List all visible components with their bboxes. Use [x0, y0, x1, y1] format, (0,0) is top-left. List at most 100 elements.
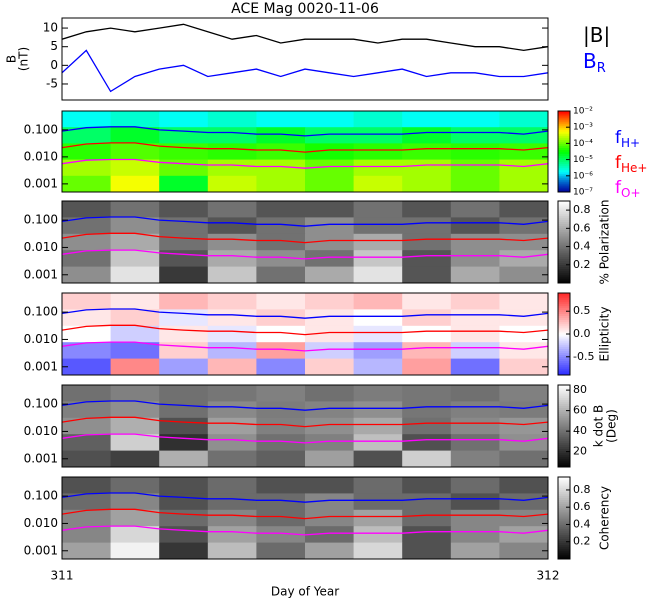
heatmap-cell: [256, 111, 306, 128]
heatmap-cell: [450, 542, 500, 560]
colorbar-step: [558, 515, 570, 519]
heatmap-cell: [305, 111, 355, 128]
colorbar-step: [558, 499, 570, 503]
y-tick-label: 0.100: [24, 489, 58, 503]
heatmap-cell: [305, 175, 355, 193]
colorbar-step: [558, 147, 570, 150]
colorbar-label: (Deg): [605, 409, 619, 443]
colorbar-step: [558, 432, 570, 435]
colorbar-step: [558, 509, 570, 513]
colorbar-step: [558, 242, 570, 245]
plot-frame: [61, 200, 549, 284]
heatmap-cell: [305, 385, 355, 402]
colorbar-label: k dot B: [592, 405, 606, 447]
colorbar-step: [558, 368, 570, 372]
heatmap-cell: [110, 417, 160, 435]
y-tick-label: 0.100: [24, 122, 58, 136]
colorbar-frame: [557, 200, 571, 284]
colorbar-step: [558, 477, 570, 480]
heatmap-cell: [62, 293, 112, 310]
colorbar-step: [558, 354, 570, 358]
colorbar-step: [558, 356, 570, 360]
heatmap-cell: [305, 526, 355, 544]
heatmap-cell: [402, 293, 452, 310]
heatmap-cell: [110, 127, 160, 144]
heatmap-cell: [450, 250, 500, 268]
plot-frame: [61, 476, 549, 560]
heatmap-cell: [207, 217, 257, 235]
heatmap-cell: [256, 450, 306, 468]
colorbar-step: [558, 444, 570, 447]
heatmap-cell: [159, 266, 209, 284]
heatmap-cell: [499, 385, 549, 402]
heatmap-cell: [62, 201, 112, 218]
colorbar-step: [558, 163, 570, 167]
heatmap-cell: [402, 217, 452, 235]
heatmap-cell: [499, 401, 549, 419]
colorbar-step: [558, 518, 570, 521]
data-line: [62, 308, 548, 319]
heatmap-cell: [450, 401, 500, 419]
colorbar-step: [558, 387, 570, 390]
heatmap-cell: [450, 266, 500, 284]
colorbar-step: [558, 440, 570, 443]
heatmap-cell: [110, 201, 160, 218]
heatmap-cell: [110, 342, 160, 360]
colorbar-step: [558, 227, 570, 231]
colorbar-step: [558, 293, 570, 296]
heatmap-cell: [62, 111, 112, 128]
colorbar-step: [558, 495, 570, 498]
colorbar-step: [558, 321, 570, 325]
colorbar-step: [558, 201, 570, 204]
heatmap-cell: [159, 233, 209, 251]
heatmap-cell: [256, 309, 306, 327]
colorbar-step: [558, 151, 570, 155]
legend-name: B: [583, 49, 597, 73]
heatmap-cell: [499, 111, 549, 128]
heatmap-cell: [207, 358, 257, 376]
heatmap-cell: [256, 159, 306, 177]
data-line: [62, 142, 548, 153]
heatmap-cell: [353, 217, 403, 235]
colorbar-step: [558, 344, 570, 347]
colorbar-step: [558, 177, 570, 181]
heatmap-cell: [402, 175, 452, 193]
heatmap-cell: [159, 293, 209, 310]
colorbar-step: [558, 135, 570, 138]
plot-frame: [61, 384, 549, 468]
y-tick-label: 0.010: [24, 332, 58, 346]
heatmap-cell: [499, 201, 549, 218]
colorbar-step: [558, 205, 570, 208]
colorbar-step: [558, 250, 570, 253]
colorbar-step: [558, 262, 570, 266]
heatmap-cell: [110, 233, 160, 251]
heatmap-cell: [402, 526, 452, 544]
colorbar-step: [558, 187, 570, 191]
colorbar-step: [558, 153, 570, 157]
colorbar-step: [558, 397, 570, 400]
colorbar-step: [558, 317, 570, 321]
heatmap-cell: [256, 293, 306, 310]
colorbar-label: % Polarization: [598, 200, 612, 285]
heatmap-cell: [353, 358, 403, 376]
heatmap-cell: [305, 401, 355, 419]
y-tick-label: 10: [43, 21, 58, 35]
heatmap-cell: [110, 477, 160, 494]
heatmap-cell: [62, 358, 112, 376]
heatmap-cell: [256, 325, 306, 343]
colorbar-step: [558, 143, 570, 146]
colorbar-step: [558, 403, 570, 406]
heatmap-cell: [499, 342, 549, 360]
heatmap-cell: [402, 159, 452, 177]
chart-title: ACE Mag 0020-11-06: [231, 1, 379, 17]
colorbar-step: [558, 231, 570, 235]
legend-name: f: [615, 153, 622, 173]
colorbar-step: [558, 272, 570, 276]
colorbar-step: [558, 254, 570, 257]
colorbar-step: [558, 491, 570, 494]
heatmap-cell: [402, 358, 452, 376]
heatmap-cell: [353, 233, 403, 251]
colorbar-step: [558, 229, 570, 233]
heatmap-cell: [353, 175, 403, 193]
colorbar-step: [558, 325, 570, 329]
